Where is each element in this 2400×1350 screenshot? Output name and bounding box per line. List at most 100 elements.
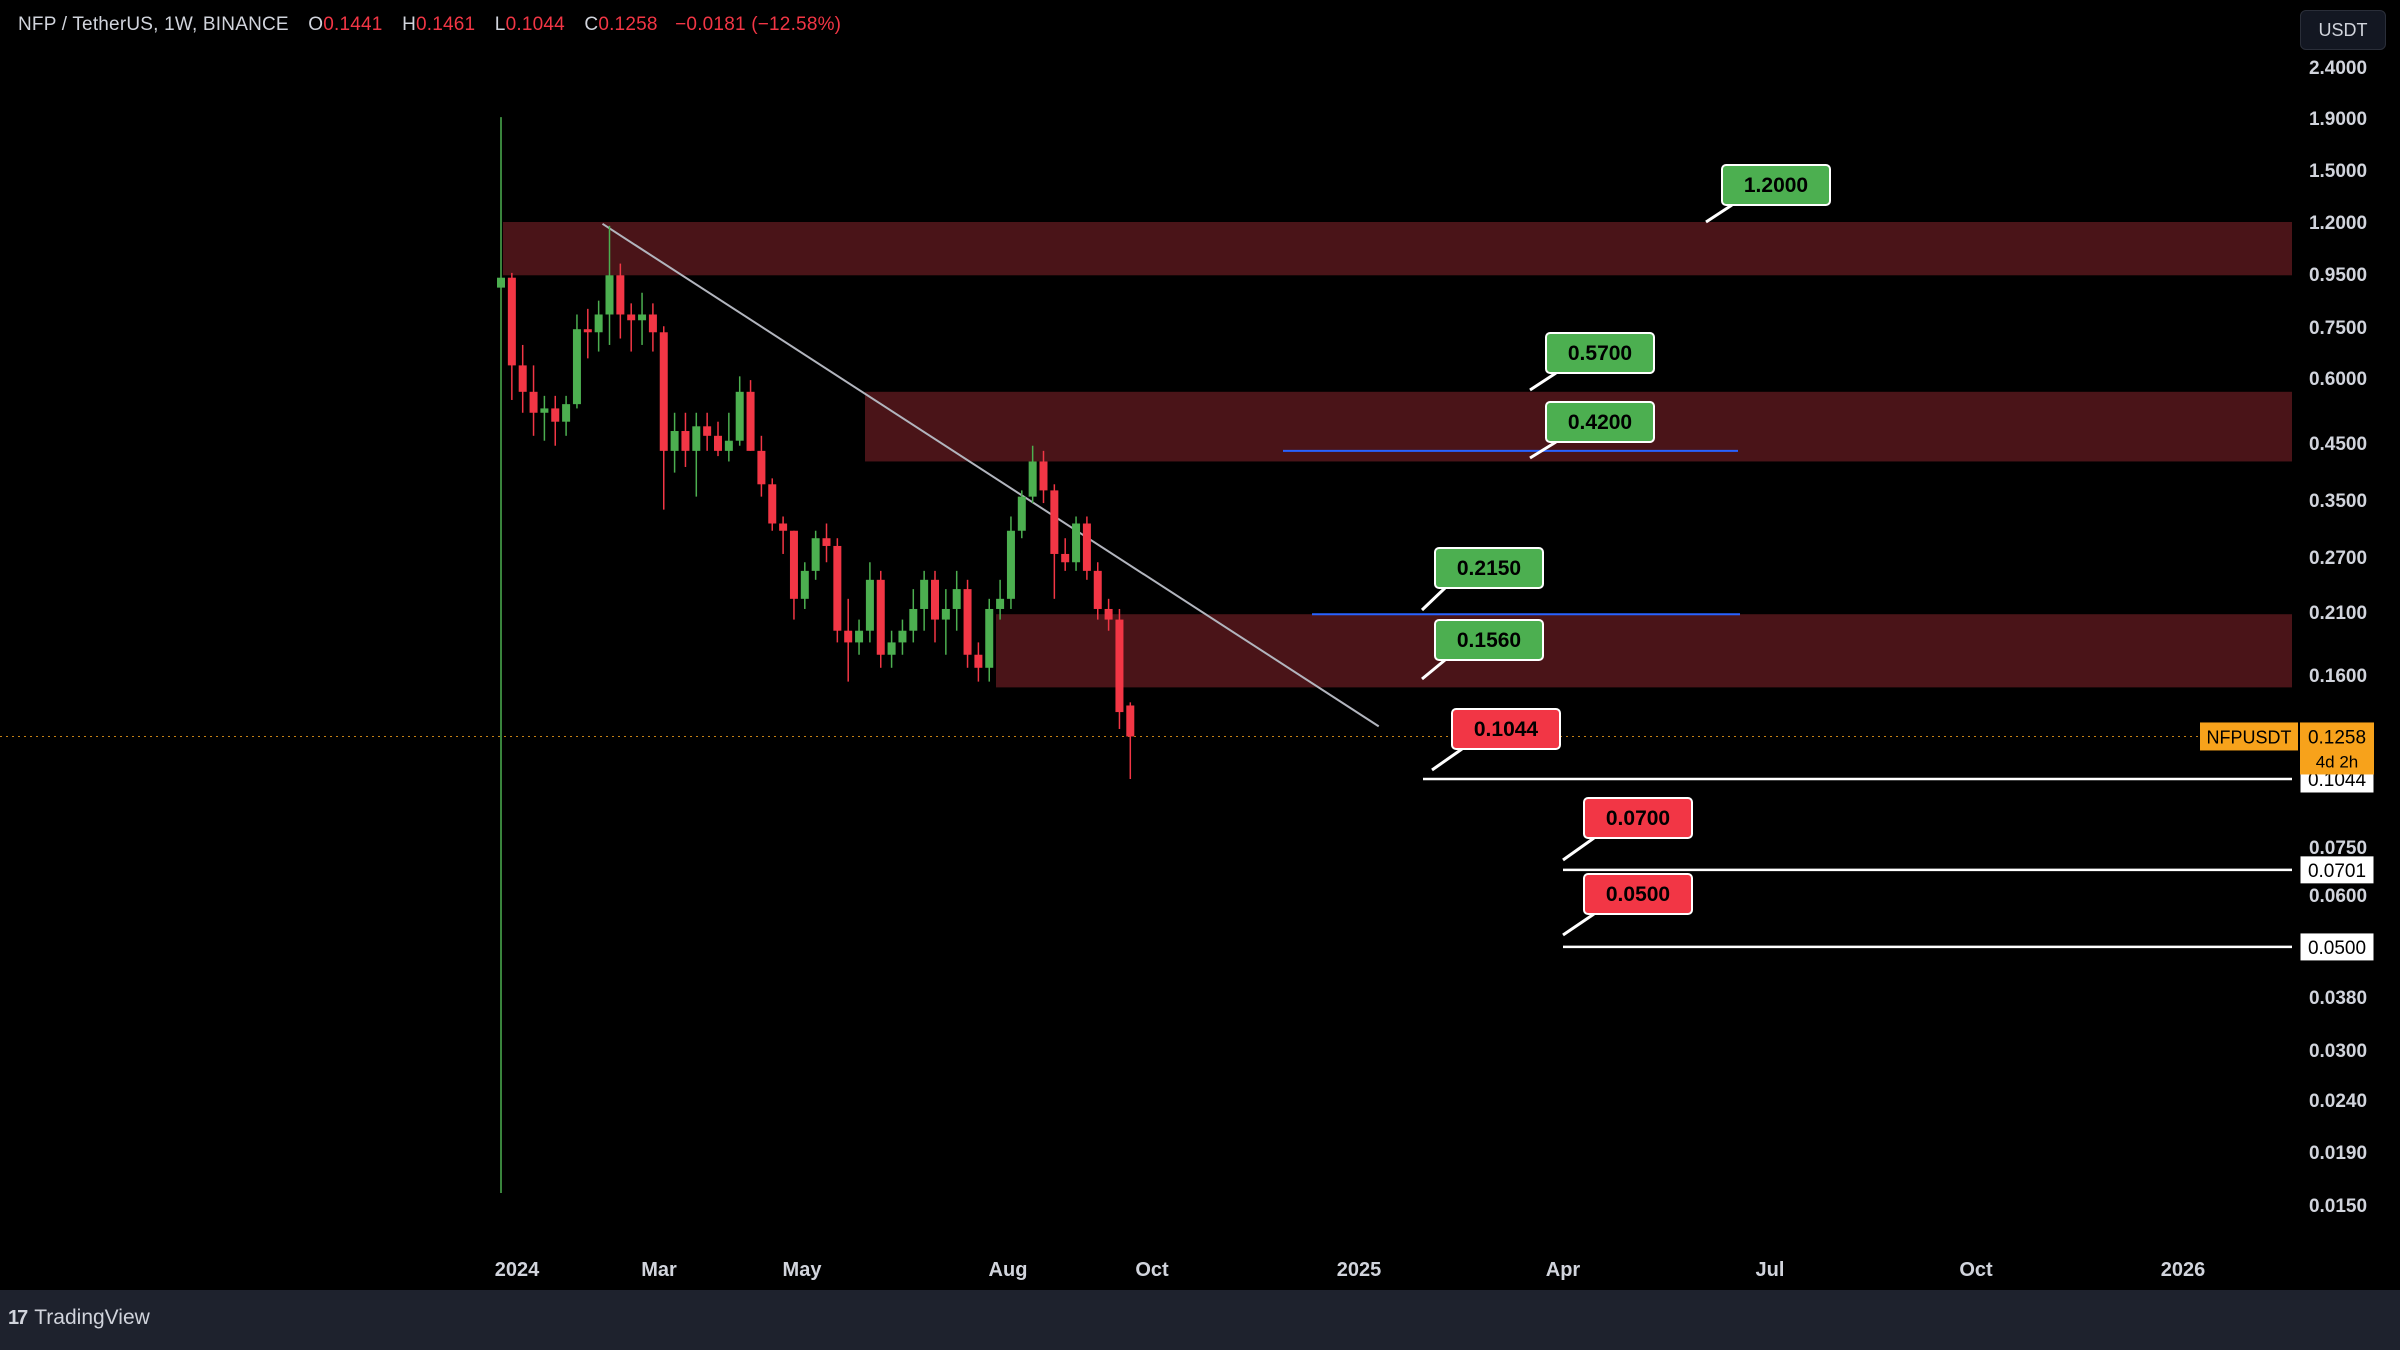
target-label-box[interactable] xyxy=(1434,547,1544,589)
x-axis-tick-label: Jul xyxy=(1756,1259,1785,1281)
axis-price-tag xyxy=(2299,932,2375,962)
candle-up xyxy=(952,589,961,609)
tradingview-logo-text: TradingView xyxy=(34,1306,150,1329)
x-axis-tick-label: 2026 xyxy=(2161,1259,2206,1281)
x-axis-tick-label: 2025 xyxy=(1337,1259,1382,1281)
target-label-text: 0.4200 xyxy=(1568,411,1632,434)
candle-up xyxy=(692,426,701,451)
candle-down xyxy=(779,523,788,531)
symbol-price-tag xyxy=(2200,722,2298,751)
x-axis-tick-label: Apr xyxy=(1546,1259,1581,1281)
candle-down xyxy=(681,431,690,451)
candle-up xyxy=(855,630,864,643)
low-label: L xyxy=(494,14,506,35)
trendline[interactable] xyxy=(601,222,1380,728)
candle-down xyxy=(1061,553,1070,563)
x-axis-tick-label: Mar xyxy=(641,1259,677,1281)
axis-price-tag-text: 0.0701 xyxy=(2308,861,2366,882)
candle-up xyxy=(1006,530,1015,599)
target-label-box[interactable] xyxy=(1583,797,1693,839)
candle-down xyxy=(714,435,722,451)
candle-down xyxy=(768,484,777,524)
y-axis-tick-label: 1.9000 xyxy=(2309,109,2367,130)
candle-up xyxy=(909,608,918,631)
target-label-box[interactable] xyxy=(1721,164,1831,206)
candle-up xyxy=(941,608,950,620)
target-label-box[interactable] xyxy=(1545,401,1655,443)
target-label-text: 0.5700 xyxy=(1568,342,1632,365)
target-label-box[interactable] xyxy=(1545,332,1655,374)
target-label-box[interactable] xyxy=(1583,873,1693,915)
candle-down xyxy=(703,426,712,436)
target-label-text: 0.0500 xyxy=(1606,883,1670,906)
candle-down xyxy=(1126,705,1135,737)
y-axis-tick-label: 0.3500 xyxy=(2309,491,2367,512)
tradingview-logo[interactable]: 17 TradingView xyxy=(8,1306,150,1330)
x-axis-tick-label: Aug xyxy=(989,1259,1028,1281)
footer-bar xyxy=(0,1290,2400,1350)
y-axis-tick-label: 0.0380 xyxy=(2309,988,2367,1009)
y-axis-tick-label: 0.9500 xyxy=(2309,265,2367,286)
candle-up xyxy=(638,314,647,321)
candle-down xyxy=(627,314,636,321)
candle-up xyxy=(497,277,505,288)
candle-down xyxy=(1115,619,1124,713)
candle-up xyxy=(898,630,907,643)
candle-up xyxy=(1072,523,1081,563)
y-axis-tick-label: 0.0190 xyxy=(2309,1143,2367,1164)
target-label-box[interactable] xyxy=(1451,708,1561,750)
candle-down xyxy=(518,365,527,392)
candle-up xyxy=(800,570,809,599)
candle-up xyxy=(605,275,614,315)
x-axis-tick-label: 2024 xyxy=(495,1259,540,1281)
x-axis-tick-label: Oct xyxy=(1135,1259,1169,1281)
close-label: C xyxy=(584,14,599,35)
high-value: 0.1461 xyxy=(415,14,476,35)
high-label: H xyxy=(402,14,416,35)
target-label-box[interactable] xyxy=(1434,619,1544,661)
candle-down xyxy=(507,277,516,366)
y-axis-tick-label: 0.0300 xyxy=(2309,1041,2367,1062)
currency-button[interactable]: USDT xyxy=(2300,10,2386,50)
candle-down xyxy=(551,408,560,422)
target-label-text: 0.1560 xyxy=(1457,629,1521,652)
candle-up xyxy=(572,329,581,405)
y-axis-tick-label: 0.2700 xyxy=(2309,548,2367,569)
current-price-tag xyxy=(2300,722,2374,775)
candle-down xyxy=(757,450,766,485)
axis-price-tag-text: 0.1044 xyxy=(2308,770,2367,791)
candle-down xyxy=(583,329,592,333)
symbol-title: NFP / TetherUS, 1W, BINANCE xyxy=(18,14,289,35)
low-value: 0.1044 xyxy=(505,14,565,35)
candle-down xyxy=(1039,461,1048,491)
candle-down xyxy=(822,538,831,546)
x-axis-tick-label: Oct xyxy=(1959,1259,1993,1281)
candle-up xyxy=(670,431,679,451)
candle-up xyxy=(985,608,994,668)
candle-up xyxy=(887,642,896,655)
y-axis-tick-label: 0.7500 xyxy=(2309,318,2367,339)
x-axis-tick-label: May xyxy=(783,1259,823,1281)
candle-down xyxy=(844,630,853,643)
candle-down xyxy=(963,589,972,655)
candle-down xyxy=(974,654,983,668)
candle-down xyxy=(1050,490,1059,554)
target-pointer xyxy=(1431,747,1463,772)
target-label-text: 0.0700 xyxy=(1606,807,1670,830)
candle-up xyxy=(996,598,1005,609)
symbol-header: NFP / TetherUS, 1W, BINANCE O0.1441 H0.1… xyxy=(18,14,841,36)
candle-down xyxy=(1104,608,1113,620)
tradingview-logo-mark: 17 xyxy=(8,1306,28,1329)
target-pointer xyxy=(1529,371,1557,392)
candle-up xyxy=(735,391,744,441)
target-pointer xyxy=(1562,836,1595,862)
supply-zone xyxy=(996,614,2292,688)
supply-zone xyxy=(503,222,2292,276)
candle-up xyxy=(1028,461,1037,497)
open-value: 0.1441 xyxy=(323,14,383,35)
candle-down xyxy=(833,545,842,631)
y-axis-tick-label: 0.0150 xyxy=(2309,1196,2367,1217)
symbol-price-tag-text: NFPUSDT xyxy=(2207,727,2292,747)
close-value: 0.1258 xyxy=(598,14,658,35)
